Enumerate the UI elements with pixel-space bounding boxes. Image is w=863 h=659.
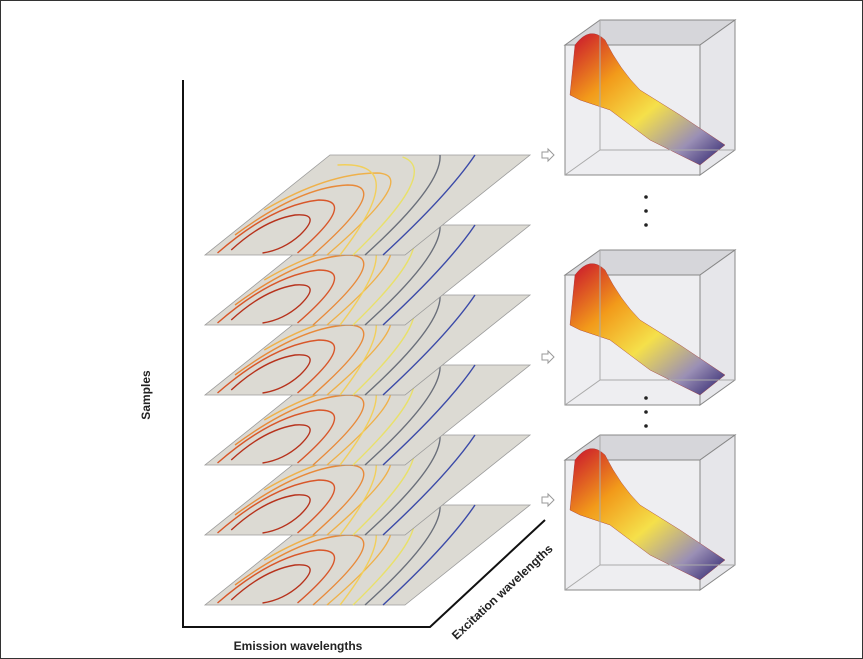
y-axis-label: Samples [139,370,153,420]
ellipsis-dots [644,195,648,428]
x-axis-label: Emission wavelengths [234,639,363,653]
cubes [564,19,736,591]
axes [182,80,546,628]
